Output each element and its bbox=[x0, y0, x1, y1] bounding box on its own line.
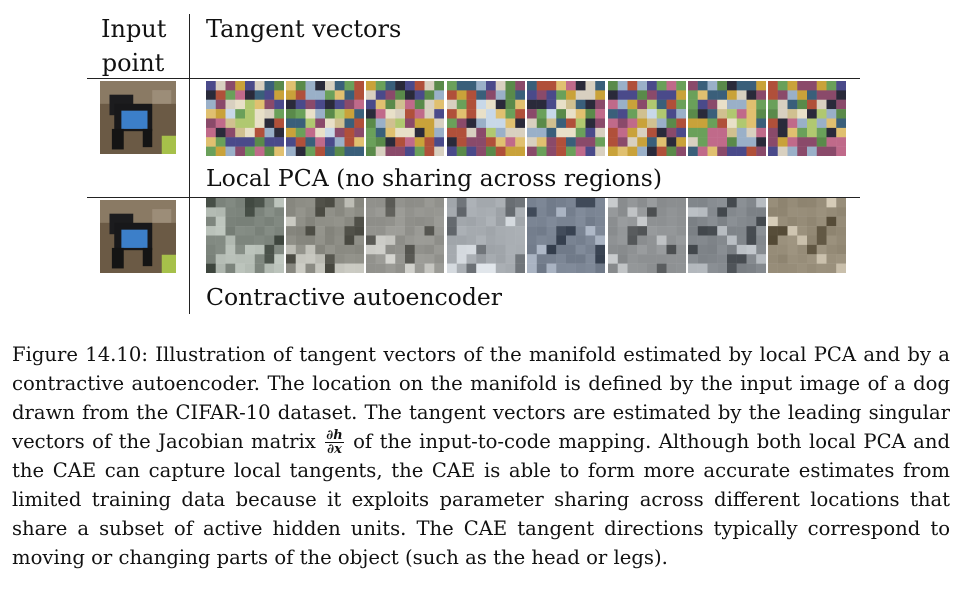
cae-tangent-2 bbox=[286, 198, 364, 273]
pca-tangent-3-pixels bbox=[366, 81, 444, 156]
cae-tangent-5-pixels bbox=[527, 198, 605, 273]
cae-tangent-5 bbox=[527, 198, 605, 273]
pca-tangent-1-pixels bbox=[206, 81, 284, 156]
cae-tangent-3 bbox=[366, 198, 444, 273]
caption-text-part2: of the input-to-code mapping. Although b… bbox=[12, 430, 950, 569]
figure-label: Figure 14.10: bbox=[12, 343, 148, 366]
cae-tangent-1 bbox=[206, 198, 284, 273]
jacobian-numerator: ∂h bbox=[325, 428, 344, 443]
pca-tangent-4 bbox=[447, 81, 525, 156]
cae-row-label: Contractive autoencoder bbox=[206, 283, 502, 311]
figure-caption: Figure 14.10: Illustration of tangent ve… bbox=[12, 340, 950, 572]
vertical-divider bbox=[189, 14, 191, 314]
pca-tangent-2-pixels bbox=[286, 81, 364, 156]
pca-tangent-8 bbox=[768, 81, 846, 156]
pca-tangent-7 bbox=[688, 81, 766, 156]
jacobian-denominator: ∂x bbox=[327, 442, 342, 457]
pca-tangent-7-pixels bbox=[688, 81, 766, 156]
cae-tangent-4 bbox=[447, 198, 525, 273]
pca-tangent-4-pixels bbox=[447, 81, 525, 156]
input-label-line2: point bbox=[101, 49, 165, 77]
top-rule bbox=[87, 78, 860, 80]
input-dog-image-2 bbox=[100, 200, 176, 273]
input-label-line1: Input bbox=[101, 15, 167, 43]
pca-tangent-2 bbox=[286, 81, 364, 156]
pca-tangent-8-pixels bbox=[768, 81, 846, 156]
cae-tangent-6-pixels bbox=[608, 198, 686, 273]
input-dog-image-1 bbox=[100, 81, 176, 154]
pca-tangent-3 bbox=[366, 81, 444, 156]
input-point-header: Input point bbox=[101, 12, 167, 80]
cae-tangent-3-pixels bbox=[366, 198, 444, 273]
pca-tangent-1 bbox=[206, 81, 284, 156]
cae-tangent-1-pixels bbox=[206, 198, 284, 273]
cae-tangent-6 bbox=[608, 198, 686, 273]
pca-tangent-6-pixels bbox=[608, 81, 686, 156]
local-pca-row-label: Local PCA (no sharing across regions) bbox=[206, 164, 663, 192]
pca-tangent-5 bbox=[527, 81, 605, 156]
cae-tangent-7-pixels bbox=[688, 198, 766, 273]
jacobian-fraction: ∂h ∂x bbox=[325, 428, 344, 457]
cae-tangent-8 bbox=[768, 198, 846, 273]
cae-tangent-7 bbox=[688, 198, 766, 273]
tangent-vectors-title: Tangent vectors bbox=[206, 15, 402, 43]
caption-text-part1: Illustration of tangent vectors of the m… bbox=[12, 343, 950, 453]
cae-tangent-4-pixels bbox=[447, 198, 525, 273]
pca-tangent-5-pixels bbox=[527, 81, 605, 156]
cae-tangent-2-pixels bbox=[286, 198, 364, 273]
cae-tangent-8-pixels bbox=[768, 198, 846, 273]
pca-tangent-6 bbox=[608, 81, 686, 156]
middle-rule bbox=[87, 197, 860, 199]
